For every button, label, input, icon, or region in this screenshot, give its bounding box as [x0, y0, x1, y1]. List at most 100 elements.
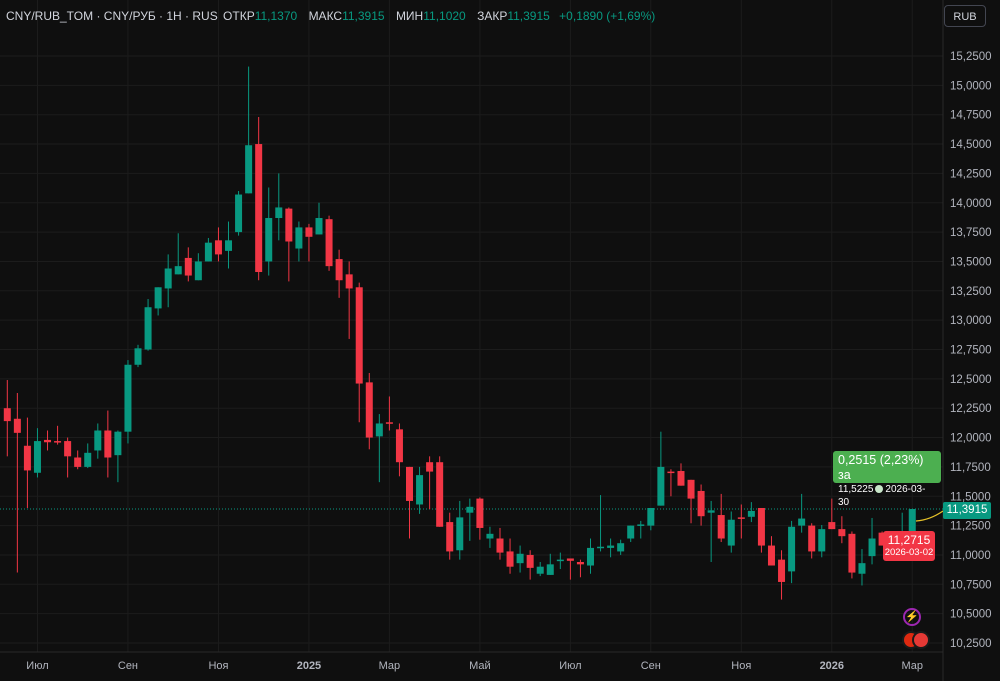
- x-tick-label: Мар: [379, 660, 401, 672]
- candle: [737, 504, 745, 539]
- candle-body: [486, 533, 494, 539]
- candle-body: [667, 471, 675, 474]
- candle-body: [305, 227, 313, 237]
- candle-body: [546, 564, 554, 575]
- candle: [798, 493, 806, 533]
- candle-body: [395, 429, 403, 463]
- candle-body: [516, 553, 524, 564]
- candle: [255, 117, 263, 281]
- y-tick-label: 14,5000: [950, 139, 992, 151]
- candle-body: [687, 479, 695, 499]
- candle: [637, 520, 645, 539]
- candle-body: [385, 422, 393, 424]
- candle: [375, 414, 383, 483]
- candle: [858, 549, 866, 586]
- candle: [878, 531, 886, 546]
- lightning-icon[interactable]: ⚡: [903, 608, 921, 626]
- candle: [214, 227, 222, 262]
- candle-body: [566, 558, 574, 561]
- candle-body: [526, 554, 534, 568]
- candle-body: [426, 462, 434, 472]
- candle-body: [757, 507, 765, 546]
- candle: [395, 423, 403, 477]
- candle: [747, 502, 755, 523]
- currency-button[interactable]: RUB: [944, 5, 986, 27]
- y-tick-label: 12,5000: [950, 374, 992, 386]
- candle-body: [94, 430, 102, 451]
- candle-body: [194, 261, 202, 281]
- candle: [717, 493, 725, 543]
- price-axis[interactable]: 15,2500 15,0000 14,7500 14,5000 14,2500 14,00…: [950, 51, 992, 650]
- candle: [174, 233, 182, 275]
- candle-body: [54, 441, 62, 443]
- close-label: ЗАКР: [477, 9, 508, 23]
- candle: [576, 559, 584, 578]
- symbol-title[interactable]: CNY/RUB_TOM · CNY/РУБ · 1Н · RUS: [6, 9, 218, 23]
- candle-body: [64, 441, 72, 457]
- candle: [556, 552, 564, 570]
- candle: [707, 500, 715, 562]
- candle-body: [104, 430, 112, 458]
- candle: [164, 254, 172, 308]
- time-axis[interactable]: Июл Сен Ноя 2025 Мар Май Июл Сен Ноя 2026 Мар: [26, 660, 923, 672]
- candle-body: [23, 445, 31, 471]
- candles: [3, 66, 916, 600]
- candle: [778, 550, 786, 600]
- candle: [566, 558, 574, 580]
- candle: [617, 539, 625, 555]
- y-tick-label: 11,5000: [950, 491, 991, 503]
- measure-label: 0,2515 (2,23%) за 11,5225 2026-03-30: [833, 451, 941, 508]
- candle-body: [617, 543, 625, 552]
- candle-body: [697, 490, 705, 517]
- candle: [828, 498, 836, 530]
- candle-body: [13, 418, 21, 433]
- candle: [657, 431, 665, 506]
- y-tick-label: 10,7500: [950, 579, 992, 591]
- candle-body: [727, 519, 735, 546]
- candle-body: [647, 507, 655, 526]
- candle: [687, 479, 695, 524]
- candle-body: [778, 559, 786, 582]
- candle-body: [265, 218, 273, 262]
- candle: [295, 221, 303, 262]
- russia-flag-icon[interactable]: [912, 631, 930, 649]
- low-value: 11,1020: [423, 9, 466, 23]
- candle-body: [275, 207, 283, 219]
- candle: [23, 417, 31, 508]
- candle: [788, 520, 796, 584]
- candle: [44, 430, 52, 451]
- x-tick-label: Мар: [901, 660, 923, 672]
- candle-body: [214, 240, 222, 255]
- candle-body: [285, 208, 293, 242]
- candle: [597, 495, 605, 552]
- candle-body: [466, 506, 474, 513]
- candle-body: [586, 547, 594, 566]
- candle: [406, 466, 413, 539]
- candle-body: [576, 561, 584, 565]
- y-tick-label: 13,5000: [950, 256, 992, 268]
- candle-body: [436, 462, 444, 527]
- candle: [64, 437, 72, 478]
- candle: [647, 507, 655, 531]
- candle: [697, 484, 705, 526]
- candle-body: [44, 439, 52, 443]
- open-label: ОТКР: [223, 9, 255, 23]
- grid: [0, 0, 943, 652]
- candle: [868, 517, 876, 565]
- candle-body: [134, 348, 142, 365]
- candle: [33, 428, 41, 478]
- candle-body: [908, 508, 916, 539]
- y-tick-label: 15,2500: [950, 51, 992, 63]
- candle-body: [255, 144, 263, 273]
- measure-price: 11,5225: [838, 484, 874, 495]
- candle-body: [416, 475, 424, 505]
- candle-body: [506, 551, 514, 567]
- candle: [285, 207, 293, 282]
- candle: [838, 516, 846, 544]
- measure-change: 0,2515 (2,23%) за: [838, 453, 924, 482]
- candle: [74, 450, 82, 470]
- candle-body: [767, 545, 775, 566]
- candle: [94, 423, 102, 459]
- candle-body: [798, 518, 806, 526]
